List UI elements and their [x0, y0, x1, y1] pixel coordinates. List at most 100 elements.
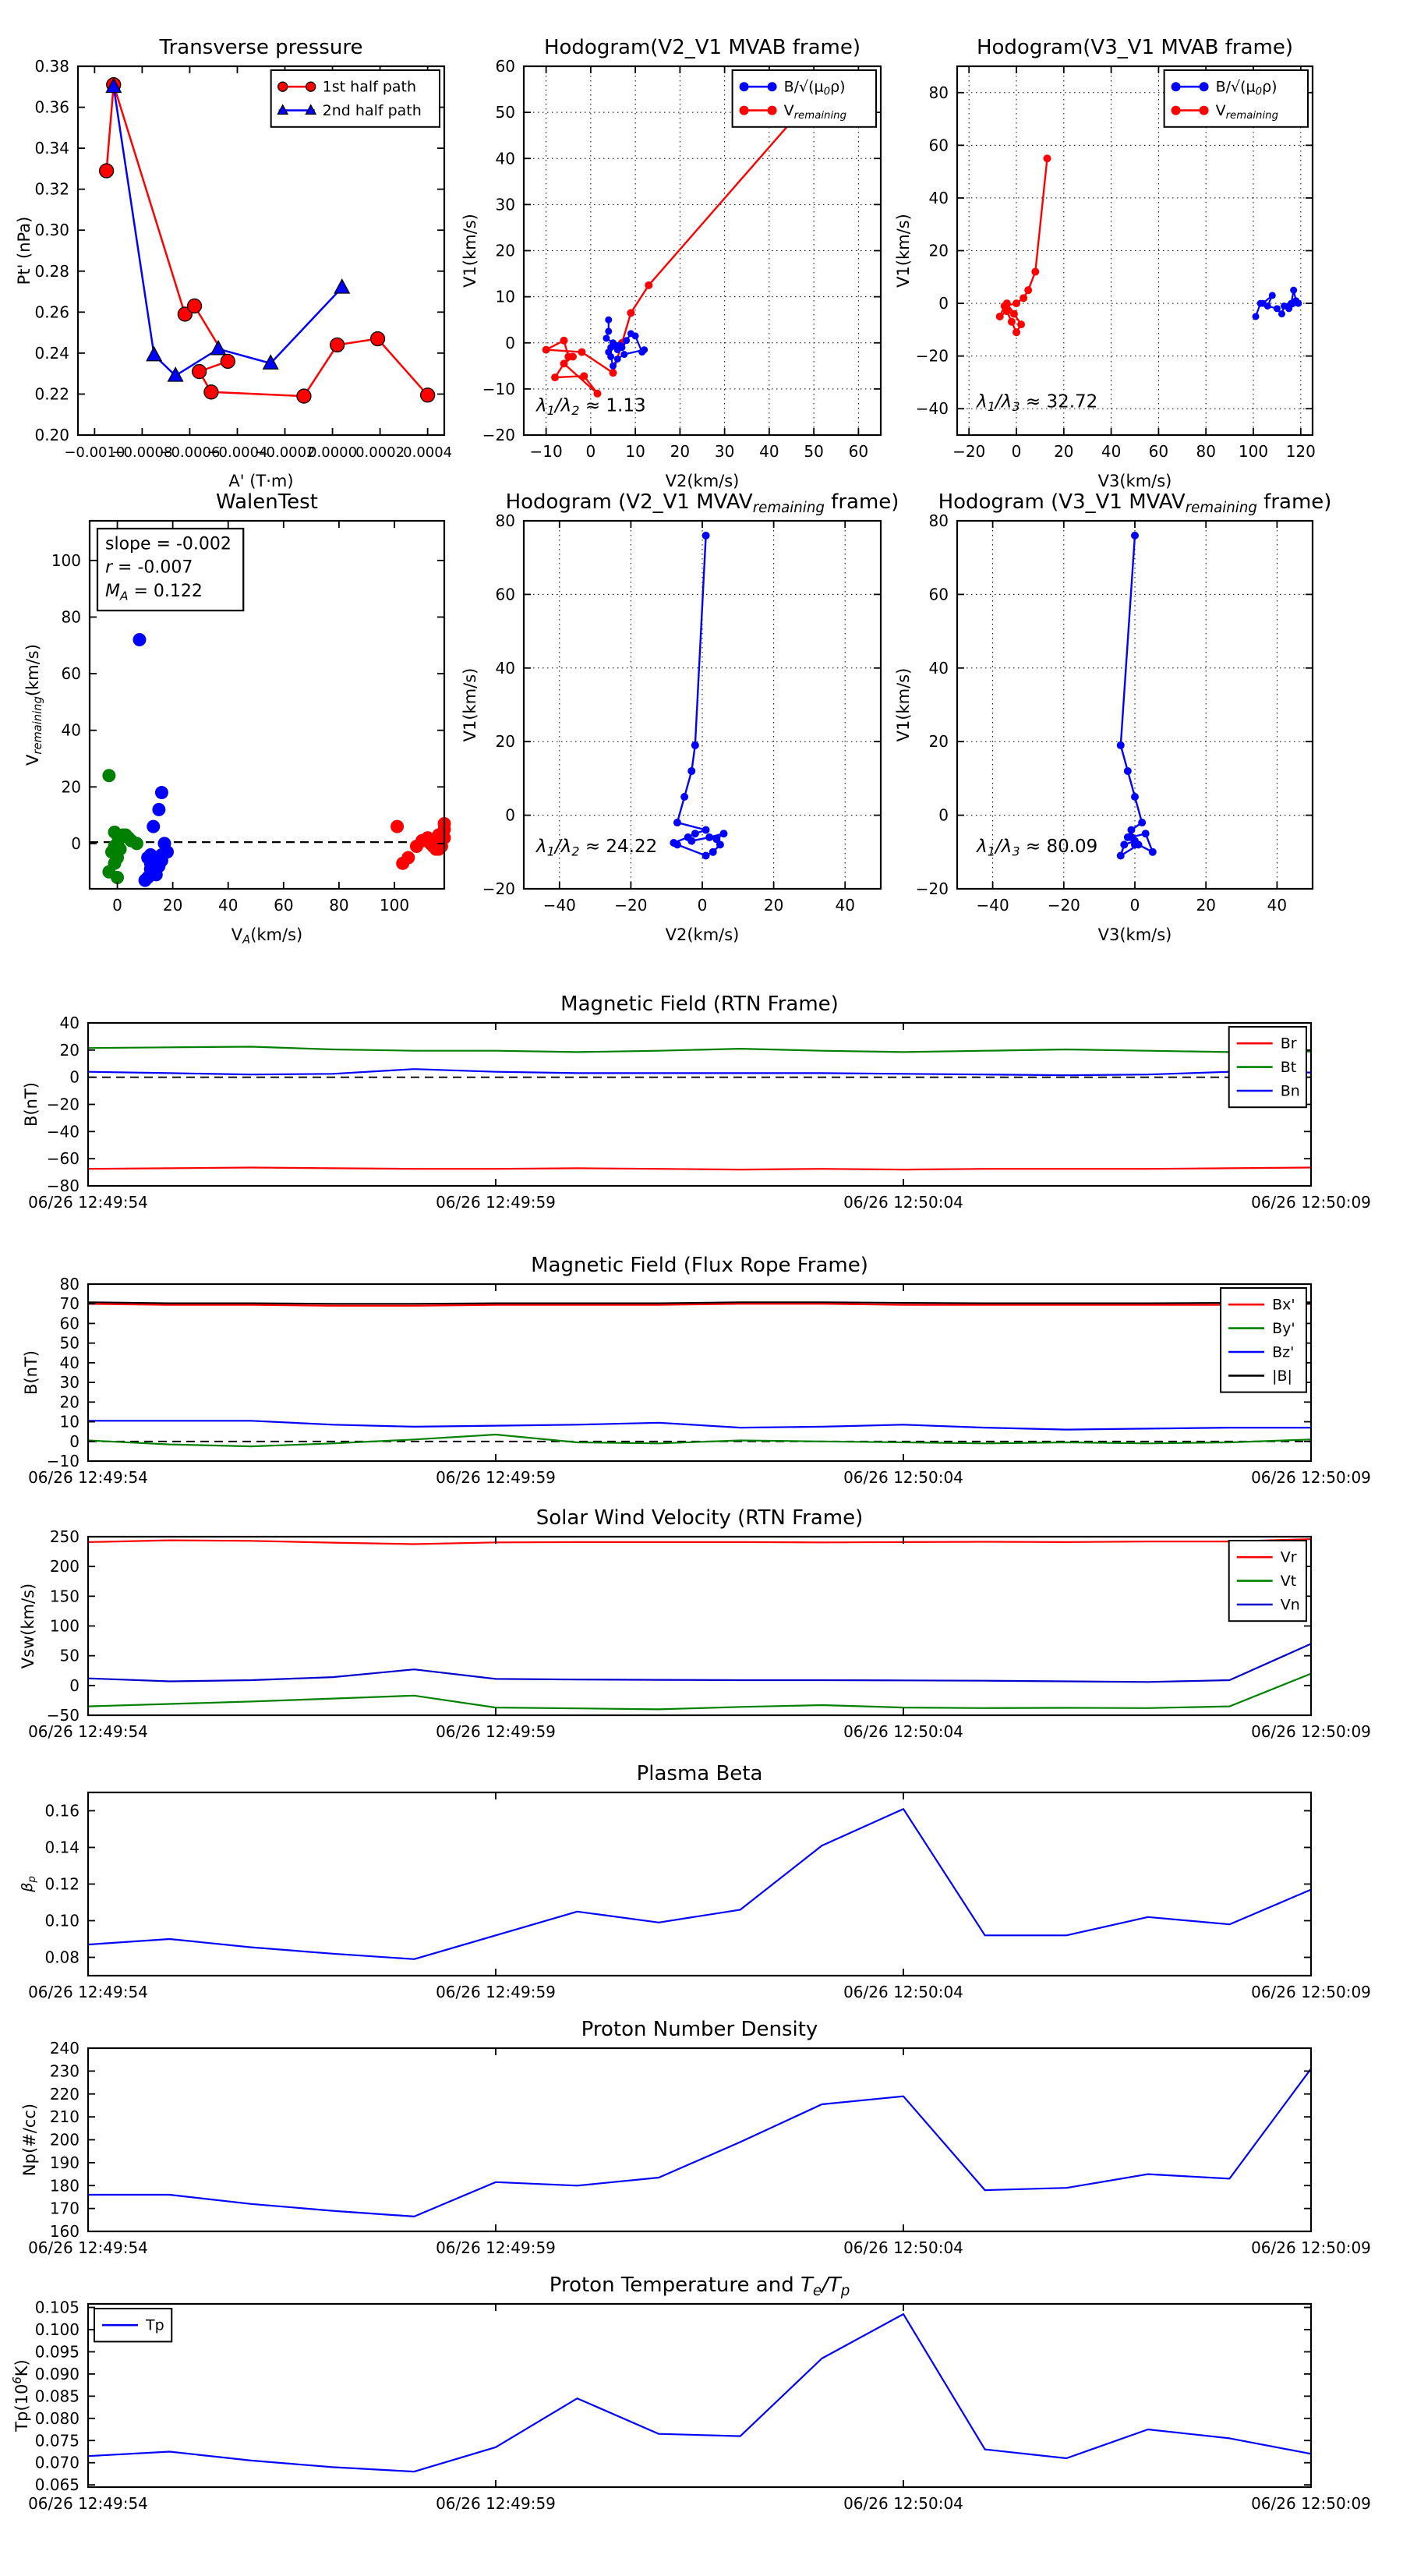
- y-axis-label: V1(km/s): [894, 214, 913, 288]
- stats-line: slope = -0.002: [105, 534, 231, 554]
- y-tick-label: 30: [496, 195, 515, 214]
- x-tick-label: 20: [1054, 442, 1073, 461]
- y-tick-label: 200: [50, 1557, 80, 1576]
- series-Bz': [88, 1420, 1311, 1431]
- y-tick-label: 60: [496, 57, 515, 76]
- x-axis-label: A' (T·m): [228, 472, 293, 490]
- x-tick-label: 06/26 12:49:59: [436, 2494, 556, 2513]
- x-tick-label: 06/26 12:50:04: [843, 1722, 963, 1741]
- y-tick-label: 250: [50, 1527, 80, 1546]
- x-tick-label: −0.0004: [207, 444, 267, 461]
- y-axis-label: B(nT): [22, 1082, 41, 1127]
- legend-label: |B|: [1272, 1368, 1292, 1385]
- y-tick-label: −40: [916, 399, 949, 418]
- x-tick-label: 06/26 12:50:09: [1251, 1193, 1371, 1212]
- y-tick-label: 10: [60, 1413, 80, 1431]
- series-Np: [88, 2068, 1312, 2217]
- x-tick-label: 06/26 12:49:59: [436, 1722, 556, 1741]
- x-tick-label: 100: [1239, 442, 1268, 461]
- chart-proton-number-density: 06/26 12:49:54 06/26 12:49:59 06/26 12:50:…: [20, 2018, 1371, 2257]
- y-tick-label: −20: [482, 426, 515, 444]
- chart-title: Proton Number Density: [581, 2018, 818, 2041]
- annotation: λ1​/λ2​ ≈ 24.22: [535, 837, 657, 859]
- x-tick-label: 40: [1101, 442, 1121, 461]
- y-tick-label: 80: [929, 83, 949, 102]
- chart-transverse-pressure: −0.0010−0.0008−0.0006−0.0004−0.00020.000…: [15, 36, 452, 490]
- x-tick-label: −10: [530, 442, 563, 461]
- y-tick-label: 80: [496, 511, 515, 530]
- y-axis-label: Vsw(km/s): [19, 1583, 37, 1669]
- x-tick-label: 0.0002: [355, 444, 405, 461]
- y-axis-label: βp​: [19, 1876, 38, 1893]
- series-|B|: [87, 1301, 1312, 1305]
- stats-box: [96, 527, 245, 612]
- x-tick-label: −0.0006: [159, 444, 220, 461]
- legend-label: Bt: [1281, 1059, 1296, 1076]
- y-tick-label: 200: [50, 2131, 80, 2150]
- x-tick-label: 10: [625, 442, 645, 461]
- x-tick-label: 06/26 12:49:54: [28, 2238, 148, 2257]
- y-tick-label: 50: [60, 1647, 80, 1665]
- x-tick-label: −0.0008: [111, 444, 172, 461]
- y-tick-label: 20: [60, 1041, 80, 1060]
- y-tick-label: 0: [71, 834, 81, 853]
- y-tick-label: 150: [50, 1587, 80, 1605]
- plot-border: [88, 519, 446, 890]
- legend-label: Vt: [1281, 1573, 1296, 1590]
- y-tick-label: 0.28: [34, 262, 69, 281]
- y-tick-label: 170: [50, 2199, 80, 2218]
- x-tick-label: 06/26 12:50:04: [843, 1983, 963, 2001]
- x-axis-label: V2(km/s): [666, 472, 740, 490]
- x-tick-label: −40: [543, 896, 576, 915]
- chart-magnetic-field-rtn: 06/26 12:49:54 06/26 12:49:59 06/26 12:50:…: [22, 993, 1371, 1212]
- series-Br: [87, 1166, 1312, 1171]
- x-tick-label: 06/26 12:49:54: [28, 1983, 148, 2001]
- x-tick-label: 06/26 12:50:09: [1251, 2494, 1371, 2513]
- legend-label: 2nd half path: [323, 102, 422, 119]
- y-tick-label: 0.070: [35, 2454, 80, 2472]
- y-axis-label: Pt' (nPa): [15, 217, 34, 285]
- series-V-path: [673, 535, 725, 857]
- x-tick-label: 30: [715, 442, 734, 461]
- x-tick-label: −40: [976, 896, 1009, 915]
- x-tick-label: 100: [380, 896, 409, 915]
- legend-label: Br: [1281, 1035, 1297, 1053]
- legend-label: Vn: [1281, 1597, 1300, 1614]
- series-2nd half path: [112, 87, 343, 377]
- annotation: λ1​/λ2​ ≈ 1.13: [535, 395, 646, 418]
- plot-border: [76, 65, 446, 437]
- series-Bx': [87, 1303, 1312, 1307]
- chart-plasma-beta: 06/26 12:49:54 06/26 12:49:59 06/26 12:50:…: [19, 1762, 1371, 2001]
- y-tick-label: 0: [505, 334, 515, 352]
- annotation: λ1​/λ3​ ≈ 32.72: [975, 392, 1097, 415]
- y-tick-label: 0.12: [44, 1875, 80, 1894]
- x-tick-label: 06/26 12:49:54: [28, 1722, 148, 1741]
- x-tick-label: 80: [329, 896, 348, 915]
- x-tick-label: 06/26 12:49:59: [436, 1193, 556, 1212]
- legend-label: Vr: [1281, 1549, 1297, 1566]
- y-tick-label: 0.22: [34, 384, 69, 403]
- y-tick-label: 0.065: [35, 2475, 80, 2494]
- legend-label: By': [1272, 1320, 1295, 1337]
- y-tick-label: 0.24: [34, 344, 69, 363]
- y-tick-label: 0.20: [34, 426, 69, 444]
- y-tick-label: 20: [496, 732, 515, 751]
- legend-label: Tp: [145, 2317, 164, 2334]
- y-tick-label: 0.100: [35, 2320, 80, 2339]
- x-tick-label: 06/26 12:49:59: [436, 1468, 556, 1487]
- y-tick-label: 40: [60, 1353, 80, 1372]
- x-tick-label: 06/26 12:49:59: [436, 1983, 556, 2001]
- y-tick-label: 220: [50, 2085, 80, 2104]
- y-tick-label: 0: [69, 1432, 80, 1451]
- chart-proton-temperature: 06/26 12:49:54 06/26 12:49:59 06/26 12:50:…: [11, 2273, 1371, 2513]
- y-tick-label: 40: [62, 721, 81, 740]
- series-Bn: [87, 1068, 1312, 1077]
- chart-title: Magnetic Field (RTN Frame): [560, 993, 839, 1016]
- chart-magnetic-field-flux-rope: 06/26 12:49:54 06/26 12:49:59 06/26 12:50:…: [22, 1254, 1371, 1487]
- y-tick-label: 60: [60, 1314, 80, 1332]
- y-tick-label: 0: [69, 1676, 80, 1695]
- x-tick-label: 0: [586, 442, 596, 461]
